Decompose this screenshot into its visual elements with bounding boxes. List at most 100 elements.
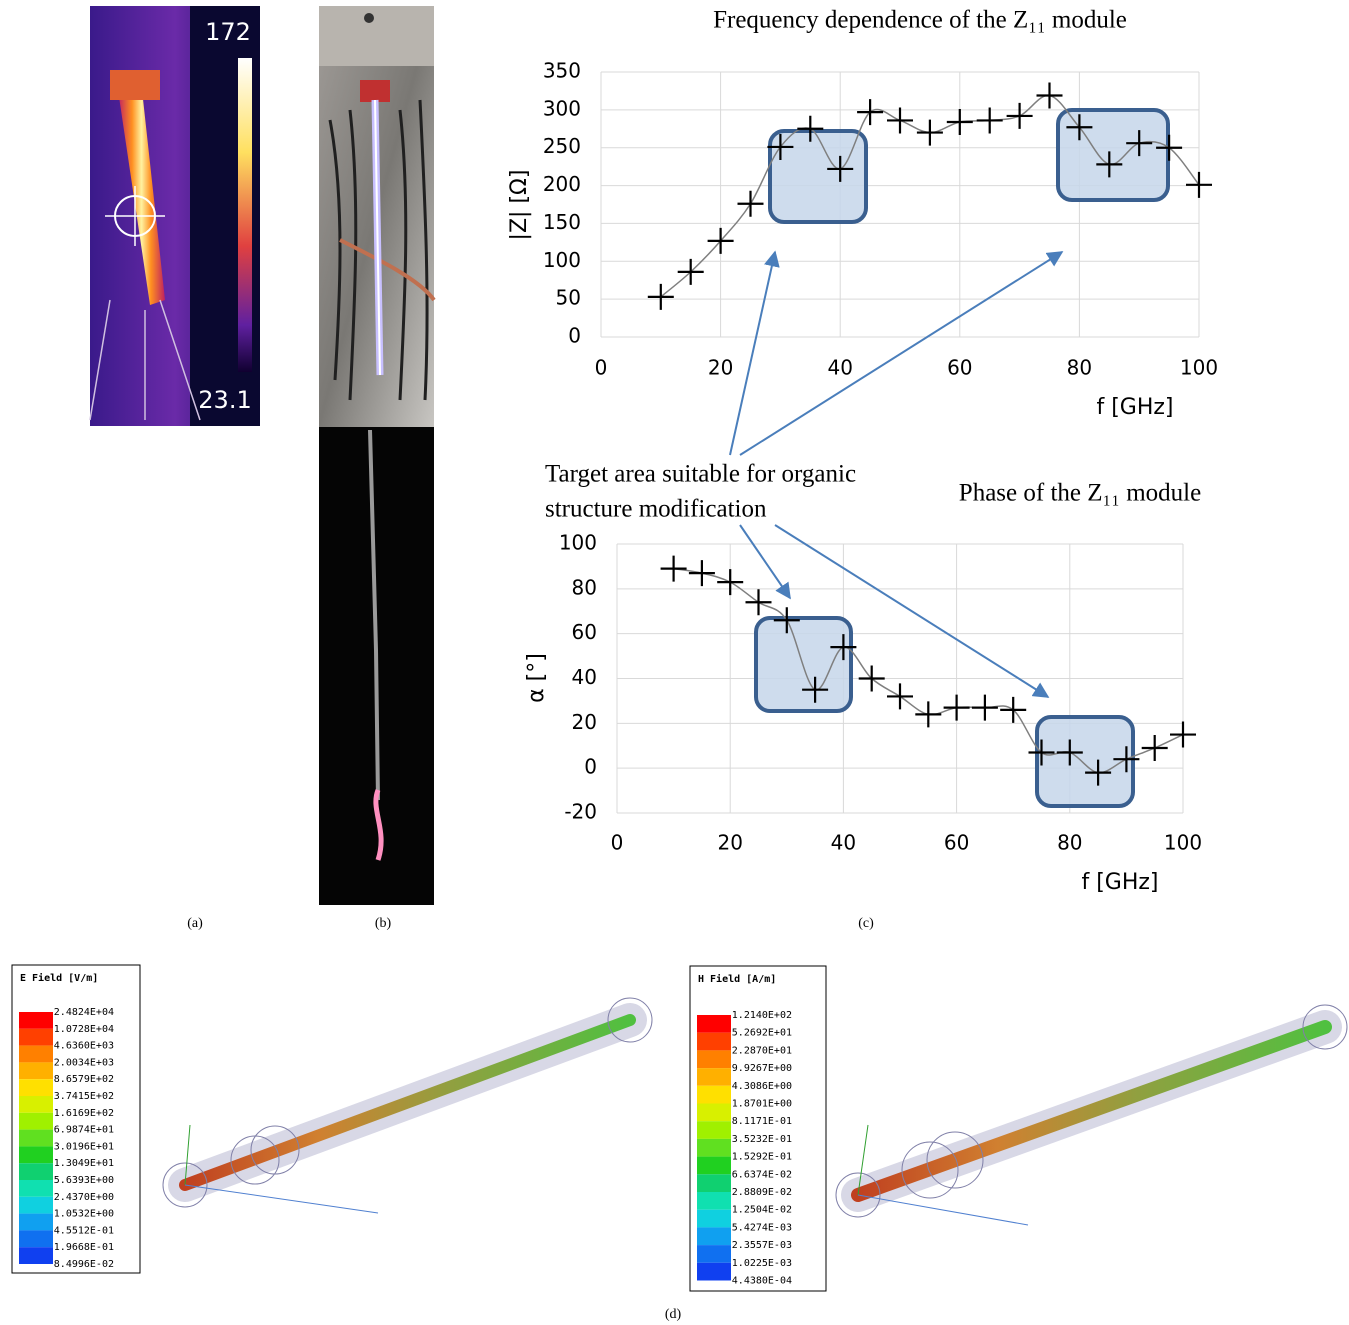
- point-marker: [660, 555, 687, 582]
- point-marker: [1066, 114, 1093, 141]
- point-marker: [647, 283, 674, 310]
- point-marker: [976, 107, 1003, 134]
- point-marker: [943, 694, 970, 721]
- point-marker: [830, 634, 857, 661]
- point-marker: [916, 119, 943, 146]
- y-tick-label: 60: [572, 620, 597, 644]
- point-marker: [745, 589, 772, 616]
- legend-value: 3.0196E+01: [54, 1141, 114, 1152]
- x-axis-label: f [GHz]: [1096, 395, 1173, 420]
- legend-value: 1.5292E-01: [732, 1152, 792, 1163]
- point-marker: [946, 108, 973, 135]
- legend-color: [19, 1180, 53, 1197]
- annotation-arrow: [739, 251, 1064, 456]
- point-marker: [887, 683, 913, 710]
- point-marker: [677, 258, 704, 285]
- legend-color: [19, 1196, 53, 1214]
- legend-color: [19, 1112, 53, 1130]
- legend-value: 8.4996E-02: [54, 1259, 114, 1270]
- legend-color: [19, 1247, 53, 1264]
- legend-color: [19, 1096, 53, 1113]
- legend-color: [19, 1129, 53, 1147]
- highlight-box: [1035, 715, 1135, 808]
- y-tick-label: 50: [556, 286, 581, 310]
- legend-color: [697, 1103, 731, 1122]
- point-marker: [827, 155, 854, 182]
- point-marker: [1085, 759, 1112, 786]
- y-tick-label: 40: [572, 665, 597, 689]
- y-axis-label: |Z| [Ω]: [507, 170, 532, 241]
- y-tick-label: 0: [568, 324, 581, 348]
- panel-label: (d): [665, 1307, 682, 1322]
- legend-color: [697, 1192, 731, 1210]
- legend-value: 4.3086E+00: [732, 1081, 792, 1092]
- legend-value: 3.5232E-01: [732, 1134, 792, 1145]
- y-tick-label: 100: [559, 531, 597, 555]
- x-tick-label: 0: [611, 831, 624, 855]
- legend-value: 1.0728E+04: [54, 1024, 114, 1035]
- point-marker: [1006, 102, 1033, 129]
- legend-color: [697, 1085, 731, 1104]
- point-marker: [707, 227, 734, 254]
- legend-value: 1.8701E+00: [732, 1099, 792, 1110]
- legend-value: 4.6360E+03: [54, 1041, 114, 1052]
- legend-value: 3.7415E+02: [54, 1091, 114, 1102]
- y-tick-label: 0: [584, 755, 597, 779]
- legend-color: [19, 1230, 53, 1248]
- point-marker: [737, 190, 764, 217]
- legend-value: 4.4380E-04: [732, 1276, 792, 1287]
- x-tick-label: 20: [717, 831, 742, 855]
- legend-color: [19, 1045, 53, 1063]
- thermal-min-label: 23.1: [198, 386, 251, 414]
- legend-value: 6.6374E-02: [732, 1169, 792, 1180]
- legend-value: 5.4274E-03: [732, 1222, 792, 1233]
- point-marker: [688, 560, 715, 587]
- legend-value: 2.8809E-02: [732, 1187, 792, 1198]
- x-tick-label: 100: [1164, 831, 1202, 855]
- point-marker: [1126, 130, 1153, 157]
- legend-color: [19, 1213, 53, 1231]
- legend-color: [697, 1068, 731, 1086]
- legend-color: [697, 1227, 731, 1246]
- legend-value: 1.3049E+01: [54, 1158, 114, 1169]
- y-tick-label: 350: [543, 59, 581, 83]
- point-marker: [767, 133, 794, 160]
- legend-color: [19, 1146, 53, 1164]
- legend-value: 2.2870E+01: [732, 1045, 792, 1056]
- legend-value: 1.0225E-03: [732, 1258, 792, 1269]
- annotation-arrow: [729, 250, 780, 456]
- point-marker: [773, 607, 800, 634]
- legend-value: 2.4370E+00: [54, 1192, 114, 1203]
- legend-color: [697, 1174, 731, 1192]
- y-tick-label: 300: [543, 96, 581, 120]
- point-marker: [1056, 739, 1083, 766]
- legend-color: [697, 1245, 731, 1263]
- annotation-arrow: [774, 524, 1050, 698]
- highlight-box: [768, 129, 868, 224]
- point-marker: [1156, 134, 1183, 161]
- legend-value: 6.9874E+01: [54, 1125, 114, 1136]
- legend-value: 1.0532E+00: [54, 1209, 114, 1220]
- h-field-simulation: [835, 1004, 1348, 1226]
- annotation-arrow: [739, 524, 791, 600]
- legend-value: 5.2692E+01: [732, 1028, 792, 1039]
- x-tick-label: 80: [1067, 356, 1092, 380]
- h-field-legend-title: H Field [A/m]: [698, 973, 776, 985]
- legend-value: 5.6393E+00: [54, 1175, 114, 1186]
- point-marker: [857, 99, 884, 126]
- point-marker: [915, 701, 942, 728]
- panel-label: (c): [858, 916, 874, 931]
- x-tick-label: 40: [831, 831, 856, 855]
- x-tick-label: 60: [947, 356, 972, 380]
- legend-value: 1.2140E+02: [732, 1010, 792, 1021]
- legend-color: [697, 1156, 731, 1175]
- legend-color: [19, 1079, 53, 1096]
- legend-value: 8.6579E+02: [54, 1074, 114, 1085]
- x-tick-label: 40: [827, 356, 852, 380]
- legend-value: 9.9267E+00: [732, 1063, 792, 1074]
- point-marker: [1096, 151, 1123, 178]
- legend-color: [19, 1163, 53, 1180]
- legend-value: 1.6169E+02: [54, 1108, 114, 1119]
- y-tick-label: 100: [543, 248, 581, 272]
